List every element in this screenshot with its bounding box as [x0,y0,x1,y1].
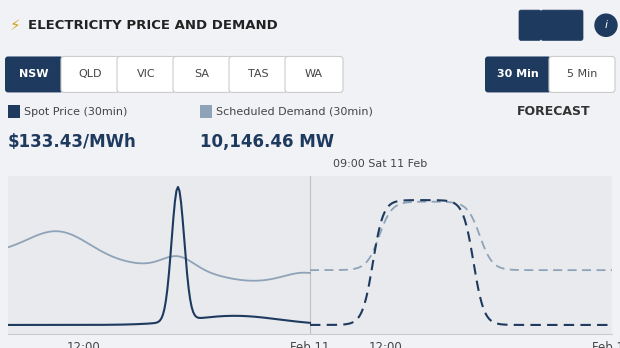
Text: ELECTRICITY PRICE AND DEMAND: ELECTRICITY PRICE AND DEMAND [28,19,278,32]
Text: TAS: TAS [247,70,268,79]
FancyBboxPatch shape [541,10,563,40]
FancyBboxPatch shape [285,56,343,93]
Text: VIC: VIC [136,70,156,79]
FancyBboxPatch shape [229,56,287,93]
FancyBboxPatch shape [5,56,63,93]
Bar [8,105,20,118]
Text: Spot Price (30min): Spot Price (30min) [24,106,127,117]
FancyBboxPatch shape [549,56,615,93]
FancyBboxPatch shape [485,56,551,93]
Text: 10,146.46 MW: 10,146.46 MW [200,133,334,151]
FancyBboxPatch shape [117,56,175,93]
Text: WA: WA [305,70,323,79]
Text: i: i [604,20,608,30]
Text: $133.43/MWh: $133.43/MWh [8,133,137,151]
Bar [200,105,212,118]
Text: 30 Min: 30 Min [497,70,539,79]
Text: FORECAST: FORECAST [516,105,590,118]
FancyBboxPatch shape [173,56,231,93]
Text: 5 Min: 5 Min [567,70,597,79]
Circle shape [595,14,617,36]
FancyBboxPatch shape [61,56,119,93]
Text: SA: SA [195,70,210,79]
FancyBboxPatch shape [519,10,541,40]
Text: ⚡: ⚡ [10,18,20,33]
Text: Scheduled Demand (30min): Scheduled Demand (30min) [216,106,373,117]
Text: 09:00 Sat 11 Feb: 09:00 Sat 11 Feb [333,159,427,169]
Text: QLD: QLD [78,70,102,79]
FancyBboxPatch shape [561,10,583,40]
Text: NSW: NSW [19,70,49,79]
